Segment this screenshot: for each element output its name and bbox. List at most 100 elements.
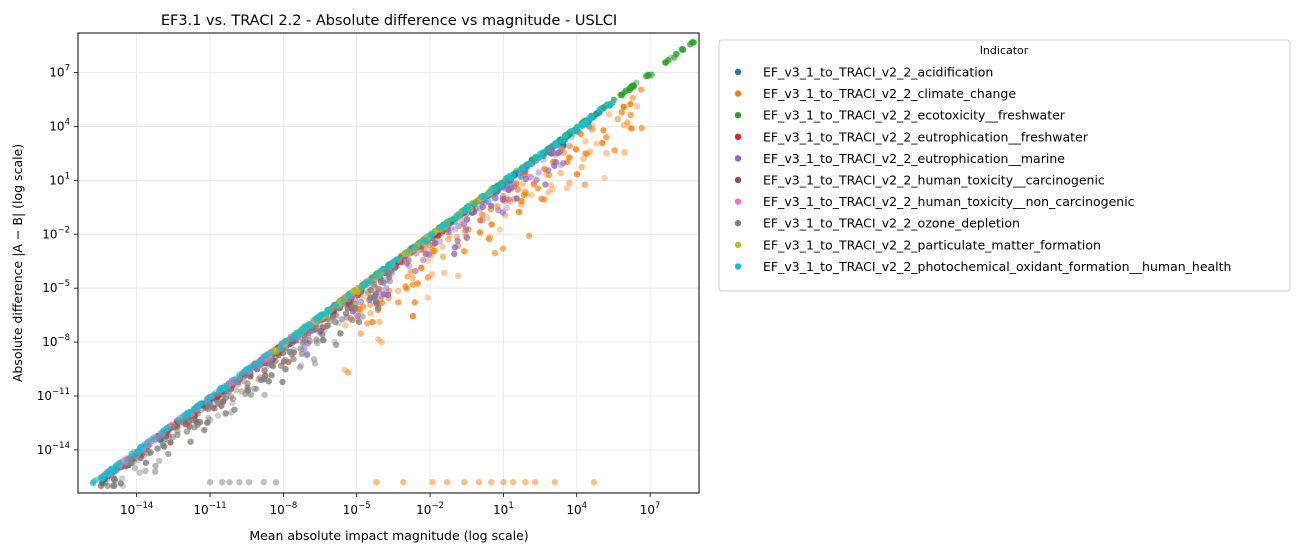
data-point-5	[560, 160, 567, 167]
data-point-8	[234, 381, 242, 388]
data-point-10	[267, 349, 275, 356]
x-tick-label: 107	[640, 501, 661, 517]
data-point-8	[161, 443, 168, 450]
data-point-10	[575, 124, 582, 131]
data-point-10	[588, 114, 595, 121]
y-tick-label: 10−2	[42, 225, 70, 241]
data-point-2	[621, 149, 628, 156]
data-point-8	[240, 377, 247, 385]
data-point-8	[204, 419, 211, 426]
x-axis: 10−14 10−11 10−8 10−5 10−2 101 104 107	[120, 493, 660, 517]
data-point-10	[206, 394, 213, 401]
data-point-10	[428, 232, 435, 239]
data-point-2	[518, 201, 525, 208]
data-point-10	[204, 398, 211, 405]
data-point-10	[572, 126, 579, 133]
legend-marker	[734, 112, 742, 119]
x-tick-label: 10−11	[193, 501, 226, 517]
data-point-5	[452, 244, 459, 251]
legend-marker	[734, 90, 742, 97]
data-point-2	[578, 163, 585, 171]
data-point-10	[471, 201, 479, 208]
data-point-2	[364, 320, 371, 327]
data-point-2	[475, 479, 483, 486]
data-point-10	[294, 329, 301, 336]
data-point-5	[296, 364, 303, 371]
legend-label: EF_v3_1_to_TRACI_v2_2_climate_change	[763, 86, 1016, 101]
data-point-8	[282, 366, 289, 373]
data-point-10	[236, 371, 243, 378]
data-point-2	[590, 479, 598, 486]
data-point-8	[319, 336, 327, 344]
data-point-10	[502, 176, 509, 183]
data-point-10	[148, 435, 155, 443]
data-point-10	[179, 413, 187, 420]
data-point-2	[588, 126, 595, 133]
legend-marker	[734, 220, 742, 227]
legend-marker	[734, 263, 742, 270]
data-point-10	[277, 344, 284, 352]
data-point-10	[438, 223, 445, 231]
data-point-8	[231, 406, 238, 413]
data-point-5	[403, 260, 411, 267]
x-tick-label: 101	[493, 501, 514, 517]
data-point-8	[226, 479, 233, 486]
data-point-5	[527, 173, 534, 181]
data-point-2	[545, 189, 552, 196]
data-point-10	[278, 342, 285, 349]
grid	[78, 33, 699, 493]
data-point-8	[244, 384, 251, 391]
data-point-10	[263, 351, 270, 359]
data-point-2	[583, 150, 591, 158]
data-point-10	[251, 360, 259, 368]
data-point-5	[380, 291, 388, 298]
data-point-5	[535, 169, 542, 176]
data-point-10	[603, 101, 611, 108]
data-point-2	[431, 247, 438, 255]
data-point-10	[312, 315, 319, 322]
data-point-5	[422, 250, 429, 258]
data-point-10	[487, 187, 494, 195]
data-point-2	[519, 180, 527, 187]
legend-label: EF_v3_1_to_TRACI_v2_2_ozone_depletion	[763, 216, 1020, 231]
data-point-10	[99, 475, 106, 482]
x-tick-label: 10−5	[343, 501, 371, 517]
data-point-5	[460, 220, 468, 228]
data-point-2	[356, 307, 363, 315]
data-point-5	[495, 207, 502, 214]
data-point-2	[395, 299, 402, 306]
data-point-6	[342, 310, 350, 317]
data-point-8	[188, 417, 196, 424]
data-point-10	[246, 365, 253, 372]
data-point-2	[414, 280, 421, 287]
data-point-2	[603, 150, 610, 157]
data-point-8	[351, 304, 358, 312]
data-point-5	[463, 234, 470, 241]
data-point-8	[186, 417, 193, 424]
data-point-8	[219, 479, 226, 486]
y-tick-label: 104	[49, 117, 70, 133]
data-point-3	[662, 59, 669, 66]
data-point-5	[454, 237, 461, 244]
data-point-5	[304, 351, 311, 358]
data-point-5	[412, 267, 419, 275]
data-point-2	[638, 124, 645, 132]
data-point-2	[499, 245, 507, 252]
data-point-10	[455, 212, 462, 219]
data-point-8	[145, 450, 152, 457]
x-tick-label: 104	[566, 501, 587, 517]
data-point-2	[611, 147, 618, 154]
data-point-3	[645, 71, 652, 79]
data-point-2	[444, 479, 451, 486]
data-point-2	[409, 274, 416, 282]
data-point-10	[137, 444, 144, 451]
data-point-10	[365, 279, 373, 286]
data-point-8	[201, 426, 208, 434]
data-point-2	[633, 102, 641, 110]
data-point-2	[344, 369, 352, 376]
data-point-2	[461, 248, 468, 255]
data-point-8	[359, 313, 366, 320]
data-point-2	[601, 174, 608, 182]
data-point-10	[340, 298, 347, 305]
data-point-2	[407, 268, 414, 276]
